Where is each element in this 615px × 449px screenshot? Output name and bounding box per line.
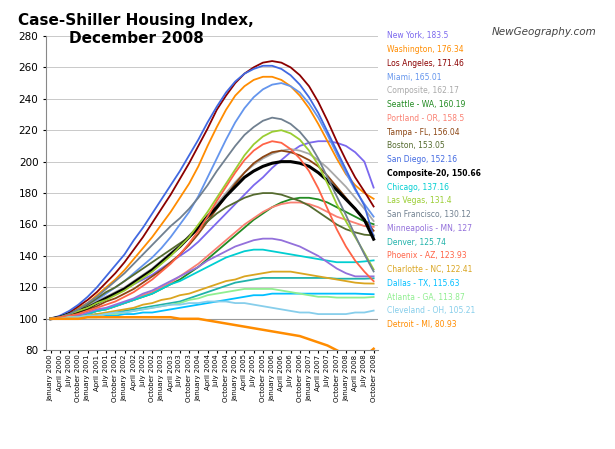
Text: Atlanta - GA, 113.87: Atlanta - GA, 113.87 bbox=[387, 292, 465, 302]
Text: Composite, 162.17: Composite, 162.17 bbox=[387, 86, 459, 95]
Text: Seattle - WA, 160.19: Seattle - WA, 160.19 bbox=[387, 100, 466, 109]
Text: Boston, 153.05: Boston, 153.05 bbox=[387, 141, 445, 150]
Text: Case-Shiller Housing Index,
December 2008: Case-Shiller Housing Index, December 200… bbox=[18, 13, 254, 46]
Text: Portland - OR, 158.5: Portland - OR, 158.5 bbox=[387, 114, 465, 123]
Text: Dallas - TX, 115.63: Dallas - TX, 115.63 bbox=[387, 279, 460, 288]
Text: NewGeography.com: NewGeography.com bbox=[492, 27, 597, 37]
Text: Composite-20, 150.66: Composite-20, 150.66 bbox=[387, 169, 482, 178]
Text: Detroit - MI, 80.93: Detroit - MI, 80.93 bbox=[387, 320, 457, 329]
Text: Phoenix - AZ, 123.93: Phoenix - AZ, 123.93 bbox=[387, 251, 467, 260]
Text: Chicago, 137.16: Chicago, 137.16 bbox=[387, 183, 450, 192]
Text: Minneapolis - MN, 127: Minneapolis - MN, 127 bbox=[387, 224, 472, 233]
Text: Denver, 125.74: Denver, 125.74 bbox=[387, 238, 446, 247]
Text: Cleveland - OH, 105.21: Cleveland - OH, 105.21 bbox=[387, 306, 475, 315]
Text: Tampa - FL, 156.04: Tampa - FL, 156.04 bbox=[387, 128, 460, 136]
Text: Charlotte - NC, 122.41: Charlotte - NC, 122.41 bbox=[387, 265, 473, 274]
Text: Los Angeles, 171.46: Los Angeles, 171.46 bbox=[387, 59, 464, 68]
Text: San Francisco, 130.12: San Francisco, 130.12 bbox=[387, 210, 471, 219]
Text: Washington, 176.34: Washington, 176.34 bbox=[387, 45, 464, 54]
Text: New York, 183.5: New York, 183.5 bbox=[387, 31, 449, 40]
Text: San Diego, 152.16: San Diego, 152.16 bbox=[387, 155, 458, 164]
Text: Miami, 165.01: Miami, 165.01 bbox=[387, 73, 442, 82]
Text: Las Vegas, 131.4: Las Vegas, 131.4 bbox=[387, 196, 452, 205]
